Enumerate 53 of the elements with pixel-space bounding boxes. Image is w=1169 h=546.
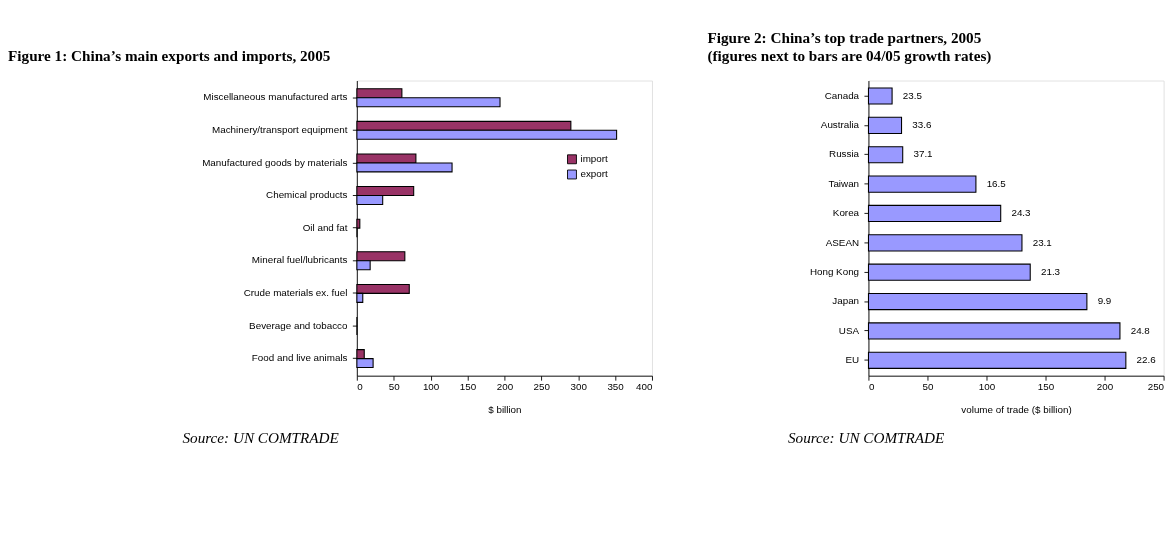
legend-label: import [580, 152, 609, 164]
x-tick-label: 0 [357, 381, 364, 393]
y-tick-label: Mineral fuel/lubricants [251, 254, 348, 266]
annotation: 16.5 [986, 177, 1007, 189]
y-tick-label: USA [838, 324, 860, 336]
annotation: 37.1 [913, 148, 933, 160]
y-tick-label: EU [845, 354, 860, 365]
y-tick-label: Manufactured goods by materials [202, 156, 348, 168]
x-tick-label: 50 [922, 381, 934, 393]
x-tick-label: 150 [1037, 381, 1055, 393]
annotation: 21.3 [1040, 265, 1061, 277]
y-tick-label: Miscellaneous manufactured arts [203, 91, 348, 103]
chart-subtitle: (figures next to bars are 04/05 growth rates) [707, 46, 992, 65]
y-tick-label: Australia [820, 119, 860, 131]
y-tick-label: Taiwan [828, 177, 860, 189]
x-tick-label: 250 [533, 381, 551, 393]
x-tick-label: 50 [388, 381, 401, 393]
y-tick-label: Crude materials ex. fuel [243, 287, 348, 299]
y-tick-label: Japan [832, 295, 860, 307]
chart-title: Figure 2: China’s top trade partners, 2005 [707, 29, 982, 47]
x-tick-label: 200 [496, 381, 514, 393]
legend-label: export [580, 168, 609, 180]
x-axis-title: $ billion [488, 403, 522, 415]
y-tick-label: Oil and fat [302, 221, 348, 233]
y-tick-label: Beverage and tobacco [249, 319, 349, 331]
annotation: 24.8 [1130, 324, 1151, 336]
annotation: 22.6 [1136, 354, 1157, 365]
x-tick-label: 350 [607, 381, 625, 393]
y-tick-label: Machinery/transport equipment [212, 124, 348, 135]
annotation: 33.6 [912, 119, 932, 131]
annotation: 23.1 [1032, 236, 1052, 248]
annotation: 9.9 [1097, 295, 1112, 307]
annotation: 24.3 [1011, 207, 1032, 219]
x-tick-label: 250 [1147, 381, 1165, 393]
y-tick-label: Food and live animals [251, 352, 348, 364]
x-tick-label: 0 [868, 381, 875, 393]
text: Figure 1: China’s main exports and imports, 2005 [8, 46, 331, 64]
y-tick-label: Korea [832, 207, 860, 219]
x-tick-label: 100 [422, 381, 440, 393]
y-tick-label: ASEAN [825, 236, 860, 248]
y-tick-label: Canada [824, 89, 860, 101]
y-tick-label: Chemical products [266, 189, 348, 201]
x-tick-label: 400 [636, 381, 653, 393]
x-tick-label: 200 [1096, 381, 1114, 393]
annotation: 23.5 [902, 89, 923, 101]
x-tick-label: 150 [459, 381, 477, 393]
x-axis-title: volume of trade ($ billion) [961, 403, 1072, 415]
source-note: Source: UN COMTRADE [787, 428, 946, 446]
y-tick-label: Hong Kong [809, 265, 860, 277]
x-tick-label: 100 [978, 381, 996, 393]
y-tick-label: Russia [829, 148, 860, 160]
x-tick-label: 300 [570, 381, 588, 393]
source-note: Source: UN COMTRADE [182, 428, 340, 446]
